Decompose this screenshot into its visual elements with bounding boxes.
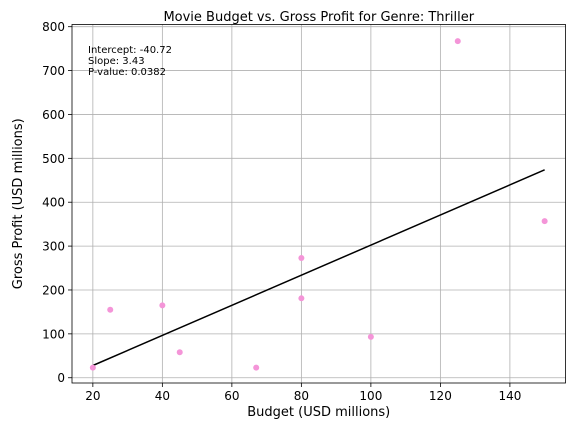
x-tick-label: 140	[498, 389, 521, 403]
y-axis-label: Gross Profit (USD millions)	[11, 118, 26, 289]
data-point	[298, 254, 305, 261]
x-axis-label: Budget (USD millions)	[247, 405, 390, 420]
data-point	[89, 364, 96, 371]
chart-title: Movie Budget vs. Gross Profit for Genre:…	[163, 10, 474, 25]
x-tick-label: 20	[85, 389, 100, 403]
x-tick-label: 40	[155, 389, 170, 403]
plot-frame	[71, 24, 566, 384]
data-point	[253, 364, 260, 371]
data-point	[367, 333, 374, 340]
slope-text: Slope: 3.43	[88, 56, 145, 67]
y-tick-label: 0	[57, 371, 65, 385]
y-tick-label: 300	[42, 240, 65, 254]
y-tick-label: 800	[42, 20, 65, 34]
x-tick-label: 60	[224, 389, 239, 403]
y-tick-label: 400	[42, 196, 65, 210]
x-tick-label: 120	[429, 389, 452, 403]
points-layer	[89, 38, 548, 371]
x-tick-label: 100	[359, 389, 382, 403]
grid-layer	[72, 24, 566, 383]
y-tick-label: 100	[42, 327, 65, 341]
data-point	[541, 218, 548, 225]
data-point	[176, 349, 183, 356]
intercept-text: Intercept: -40.72	[88, 45, 172, 56]
y-tick-label: 200	[42, 283, 65, 297]
data-point	[454, 38, 461, 45]
y-tick-label: 500	[42, 152, 65, 166]
y-tick-label: 700	[42, 64, 65, 78]
data-point	[107, 306, 114, 313]
tick-layer: 20 40 60 80 100 120 140 0 100 200 300 400 500 600 700 8…	[42, 20, 521, 403]
stats-annotation: Intercept: -40.72 Slope: 3.43 P-value: 0…	[88, 45, 172, 78]
p-value-text: P-value: 0.0382	[88, 67, 166, 78]
data-point	[298, 295, 305, 302]
y-tick-label: 600	[42, 108, 65, 122]
x-tick-label: 80	[294, 389, 309, 403]
regression-layer	[92, 169, 545, 367]
regression-line	[92, 169, 545, 367]
data-point	[159, 302, 166, 309]
